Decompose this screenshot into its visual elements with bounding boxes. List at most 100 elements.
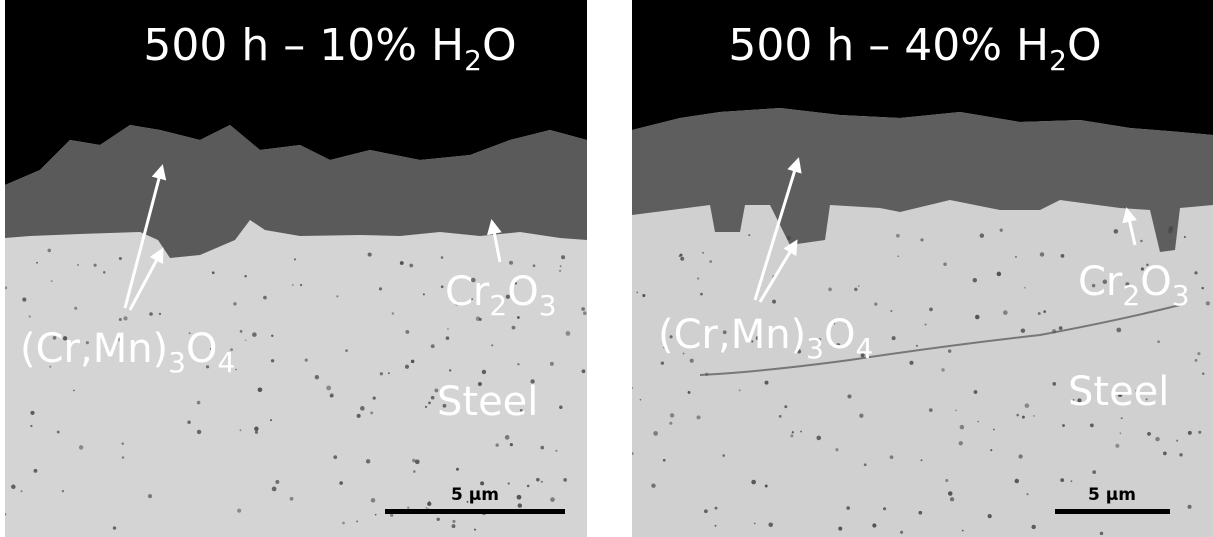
pore: [680, 257, 684, 261]
pore: [405, 365, 409, 369]
pore: [357, 414, 361, 418]
pore: [1038, 312, 1041, 315]
pore: [356, 520, 358, 522]
pore: [680, 254, 683, 257]
pore: [527, 485, 530, 488]
pore: [897, 255, 899, 257]
pore: [550, 497, 555, 502]
pore: [1015, 479, 1020, 484]
pore: [315, 375, 319, 379]
pore: [581, 307, 585, 311]
pore: [51, 280, 53, 282]
pore: [1176, 440, 1178, 442]
pore: [748, 234, 750, 236]
pore: [715, 507, 718, 510]
pore: [1052, 329, 1056, 333]
pore: [412, 459, 416, 463]
pore: [704, 509, 708, 513]
pore: [800, 431, 802, 433]
pore: [300, 284, 302, 286]
pore: [1140, 240, 1142, 242]
figure: 500 h – 10% H2O (Cr,Mn)3O4 Cr2O3 Steel 5…: [0, 0, 1213, 537]
pore: [631, 387, 633, 389]
pore: [859, 414, 863, 418]
pore: [255, 431, 258, 434]
pore: [765, 485, 768, 488]
pore: [1206, 301, 1210, 305]
pore: [929, 308, 933, 312]
pore: [700, 293, 703, 296]
pore: [955, 410, 957, 412]
pore: [1040, 252, 1044, 256]
pore: [1188, 431, 1192, 435]
pore: [959, 441, 963, 445]
pore: [1060, 478, 1064, 482]
pore: [858, 285, 860, 287]
pore: [379, 287, 382, 290]
pore: [533, 264, 536, 267]
pore: [237, 509, 241, 513]
pore: [441, 285, 444, 288]
pore: [119, 257, 122, 260]
pore: [119, 318, 122, 321]
pore: [1116, 328, 1121, 333]
pore: [784, 405, 787, 408]
pore: [945, 479, 948, 482]
pore: [510, 443, 513, 446]
pore: [1168, 229, 1173, 234]
pore: [550, 362, 554, 366]
pore: [103, 271, 105, 273]
pore: [661, 361, 664, 364]
pore: [828, 288, 832, 292]
pore: [892, 336, 896, 340]
pore: [909, 361, 913, 365]
pore: [79, 445, 83, 449]
pore: [697, 415, 701, 419]
pore: [715, 525, 717, 527]
pore: [373, 397, 376, 400]
pore: [872, 523, 876, 527]
pore: [74, 307, 77, 310]
pore: [370, 411, 373, 414]
pore: [441, 256, 444, 259]
pore: [29, 315, 31, 317]
pore: [960, 425, 964, 429]
pore: [974, 390, 978, 394]
pore: [149, 312, 153, 316]
pore: [123, 316, 127, 320]
pore: [345, 349, 348, 352]
pore: [245, 339, 247, 341]
pore: [1031, 525, 1035, 529]
pore: [447, 328, 449, 330]
pore: [431, 396, 435, 400]
pore: [360, 406, 365, 411]
pore: [555, 450, 557, 452]
pore: [1016, 414, 1019, 417]
pore: [993, 429, 995, 431]
pore: [702, 252, 704, 254]
pore: [787, 236, 791, 240]
pore: [294, 258, 296, 260]
pore: [342, 522, 345, 525]
pore: [690, 359, 694, 363]
pore: [482, 370, 486, 374]
pore: [790, 434, 793, 437]
pore: [1163, 452, 1167, 456]
pore: [446, 336, 450, 340]
pore: [392, 312, 394, 314]
micrograph-right: [631, 0, 1213, 537]
pore: [973, 278, 977, 282]
pore: [883, 507, 886, 510]
pore: [941, 368, 944, 371]
pore: [1061, 254, 1065, 258]
steel-label: Steel: [1068, 369, 1169, 415]
pore: [57, 431, 60, 434]
pore: [254, 427, 258, 431]
pore: [375, 514, 377, 516]
pore: [366, 459, 370, 463]
pore: [864, 463, 867, 466]
pore: [271, 335, 273, 337]
pore: [582, 369, 586, 373]
spinel-label: (Cr,Mn)3O4: [20, 326, 235, 379]
pore: [583, 311, 587, 315]
